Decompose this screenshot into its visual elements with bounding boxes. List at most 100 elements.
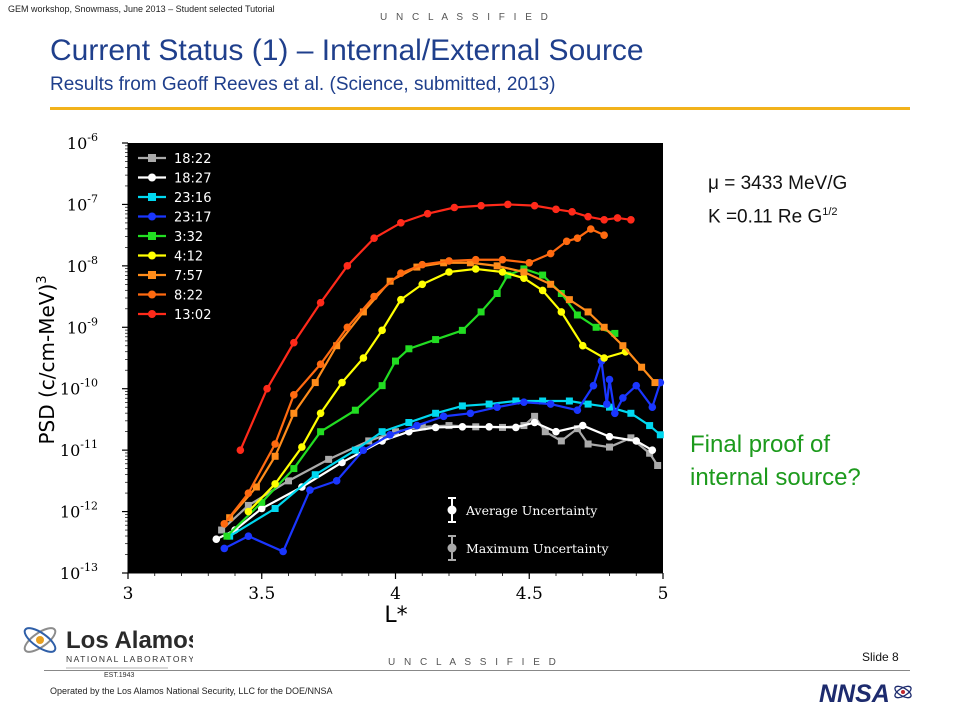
logo-national-lab-text: NATIONAL LABORATORY: [66, 654, 193, 664]
data-point: [220, 544, 229, 553]
x-axis-label: L*: [384, 603, 407, 628]
data-point: [325, 455, 333, 463]
data-point: [279, 547, 287, 556]
data-point: [397, 295, 405, 304]
data-point: [586, 225, 595, 233]
data-point: [512, 423, 520, 432]
data-point: [316, 298, 325, 307]
legend-marker: [148, 251, 156, 260]
legend-label: 23:17: [174, 211, 211, 226]
legend-item: 23:17: [138, 211, 211, 226]
data-point: [578, 341, 587, 350]
series-8-22: [220, 225, 608, 528]
data-point: [493, 262, 501, 270]
data-point: [603, 400, 611, 408]
series-layer: [212, 200, 665, 556]
los-alamos-logo: Los Alamos NATIONAL LABORATORY EST.1943: [23, 627, 193, 679]
data-point: [445, 268, 453, 276]
legend-item: 13:02: [138, 308, 211, 323]
data-point: [504, 200, 512, 209]
data-point: [418, 423, 426, 431]
parameters-box: μ = 3433 MeV/G K =0.11 Re G1/2: [708, 170, 847, 231]
series-4-12: [244, 265, 630, 516]
x-tick-label: 4.5: [516, 584, 543, 604]
data-point: [520, 398, 528, 407]
legend-item: 7:57: [138, 269, 203, 284]
data-point: [271, 452, 279, 460]
y-tick-label: 10-13: [60, 561, 98, 583]
data-point: [359, 446, 368, 454]
data-point: [600, 215, 608, 224]
footer-divider: [44, 670, 910, 671]
legend-item: 3:32: [138, 230, 203, 245]
y-axis-label: PSD (c/cm-MeV)3: [35, 275, 59, 444]
data-point: [605, 375, 614, 384]
data-point: [252, 483, 260, 491]
data-point: [654, 462, 662, 469]
data-point: [627, 409, 635, 417]
slide-title: Current Status (1) – Internal/External S…: [50, 34, 644, 67]
data-point: [244, 507, 253, 516]
data-point: [541, 428, 549, 436]
k-value-text: K =0.11 Re G: [708, 206, 823, 228]
data-point: [477, 201, 485, 210]
data-point: [466, 259, 474, 267]
y-tick-label: 10-10: [60, 377, 98, 399]
data-point: [552, 427, 560, 436]
slide-subtitle: Results from Geoff Reeves et al. (Scienc…: [50, 74, 556, 95]
data-point: [290, 465, 298, 473]
data-point: [605, 432, 614, 441]
data-point: [525, 258, 534, 267]
axes: 3 3.5 4 4.5 5 10-6 10-7 10-8 10-9 10-10 10-11 10-12…: [60, 131, 668, 604]
data-point: [450, 203, 459, 212]
legend-marker: [148, 271, 156, 279]
data-point: [359, 308, 367, 316]
atom-icon: [23, 627, 57, 653]
data-point: [306, 486, 314, 494]
conclusion-line-2: internal source?: [690, 464, 861, 491]
series-13-02: [236, 200, 635, 454]
data-point: [378, 428, 386, 436]
data-point: [263, 384, 271, 393]
data-point: [538, 286, 547, 295]
data-point: [257, 504, 266, 513]
y-tick-label: 10-6: [67, 131, 98, 153]
data-point: [573, 234, 582, 243]
data-point: [600, 354, 608, 362]
data-point: [530, 418, 539, 427]
x-tick-label: 5: [658, 584, 669, 604]
k-value: K =0.11 Re G1/2: [708, 198, 847, 231]
data-point: [285, 477, 292, 485]
data-point: [466, 409, 475, 418]
legend-label: 18:22: [174, 152, 211, 167]
data-point: [271, 480, 279, 488]
data-point: [557, 437, 565, 445]
data-point: [530, 201, 539, 210]
data-point: [316, 360, 325, 368]
data-point: [332, 477, 341, 485]
uncertainty-item: Average Uncertainty: [447, 497, 598, 523]
data-point: [493, 403, 501, 411]
x-tick-label: 4: [390, 584, 401, 604]
k-value-exponent: 1/2: [822, 206, 838, 218]
legend-label: 13:02: [174, 308, 211, 323]
data-point: [333, 342, 341, 350]
uncertainty-item: Maximum Uncertainty: [447, 535, 610, 561]
uncertainty-label: Maximum Uncertainty: [466, 541, 610, 556]
mu-value: μ = 3433 MeV/G: [708, 173, 848, 194]
data-point: [244, 501, 252, 509]
data-point: [512, 397, 520, 405]
data-point: [413, 421, 421, 430]
data-point: [223, 532, 231, 540]
y-axis-label-exponent: 3: [35, 275, 50, 283]
data-point: [359, 354, 368, 362]
nnsa-logo: NNSA: [819, 680, 912, 708]
data-point: [271, 440, 279, 448]
data-point: [611, 409, 619, 418]
legend-item: 18:22: [138, 152, 211, 167]
data-point: [547, 280, 555, 288]
y-tick-label: 10-11: [60, 438, 98, 460]
y-tick-label: 10-12: [60, 500, 98, 522]
data-point: [584, 212, 592, 221]
data-point: [552, 205, 560, 214]
